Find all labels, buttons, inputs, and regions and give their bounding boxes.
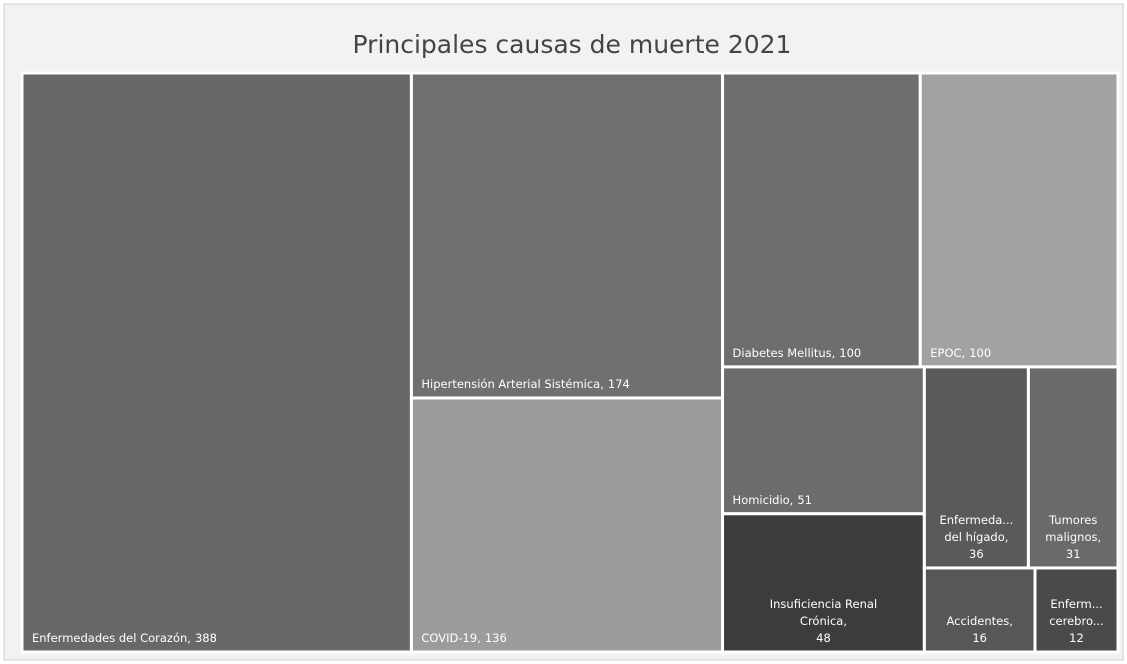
chart-title: Principales causas de muerte 2021 xyxy=(353,30,792,59)
category-label: Insuficiencia Renal Crónica, xyxy=(770,597,877,628)
label-line: del hígado, xyxy=(944,530,1008,544)
label-line: malignos, xyxy=(1045,530,1101,544)
category-label: COVID-19, xyxy=(421,631,480,645)
value-label: 388 xyxy=(195,631,217,645)
category-label: Accidentes, xyxy=(946,614,1012,628)
category-label: EPOC, xyxy=(930,346,965,360)
treemap-cell xyxy=(20,71,413,654)
value-label: 136 xyxy=(485,631,507,645)
cell-label: Enfermedades del Corazón, 388 xyxy=(32,631,217,645)
cell-label: Hipertensión Arterial Sistémica, 174 xyxy=(421,377,629,391)
value-label: 12 xyxy=(1069,631,1084,645)
cell-label: Diabetes Mellitus, 100 xyxy=(733,346,862,360)
treemap-cell xyxy=(721,365,926,516)
treemap-cell xyxy=(922,365,1030,570)
cell-label: COVID-19, 136 xyxy=(421,631,506,645)
category-label: Tumores malignos, xyxy=(1045,513,1101,544)
value-label: 48 xyxy=(816,631,831,645)
category-label: Enfermedades del Corazón, xyxy=(32,631,191,645)
label-line: Accidentes, xyxy=(946,614,1012,628)
value-label: 36 xyxy=(969,547,984,561)
label-line: Crónica, xyxy=(800,614,847,628)
treemap-cell xyxy=(1033,566,1120,654)
label-line: Enfermeda... xyxy=(939,513,1013,527)
category-label: Hipertensión Arterial Sistémica, xyxy=(421,377,603,391)
category-label: Enfermeda... del hígado, xyxy=(939,513,1013,544)
treemap-cell xyxy=(918,71,1120,369)
treemap-cell xyxy=(721,512,926,654)
label-line: cerebro... xyxy=(1049,614,1104,628)
label-line: Insuficiencia Renal xyxy=(770,597,877,611)
value-label: 100 xyxy=(839,346,861,360)
value-label: 100 xyxy=(969,346,991,360)
category-label: Enferm... cerebro... xyxy=(1049,597,1104,628)
category-label: Diabetes Mellitus, xyxy=(733,346,836,360)
treemap-cell xyxy=(721,71,922,369)
treemap-cell xyxy=(922,566,1037,654)
label-line: Tumores xyxy=(1048,513,1097,527)
value-label: 174 xyxy=(608,377,630,391)
cell-label: EPOC, 100 xyxy=(930,346,991,360)
value-label: 16 xyxy=(972,631,987,645)
label-line: Enferm... xyxy=(1050,597,1102,611)
treemap-cell xyxy=(409,396,725,654)
cell-label: Homicidio, 51 xyxy=(733,493,812,507)
treemap-cell xyxy=(409,71,725,400)
treemap-cell xyxy=(1026,365,1120,570)
value-label: 31 xyxy=(1066,547,1081,561)
category-label: Homicidio, xyxy=(733,493,794,507)
value-label: 51 xyxy=(797,493,812,507)
